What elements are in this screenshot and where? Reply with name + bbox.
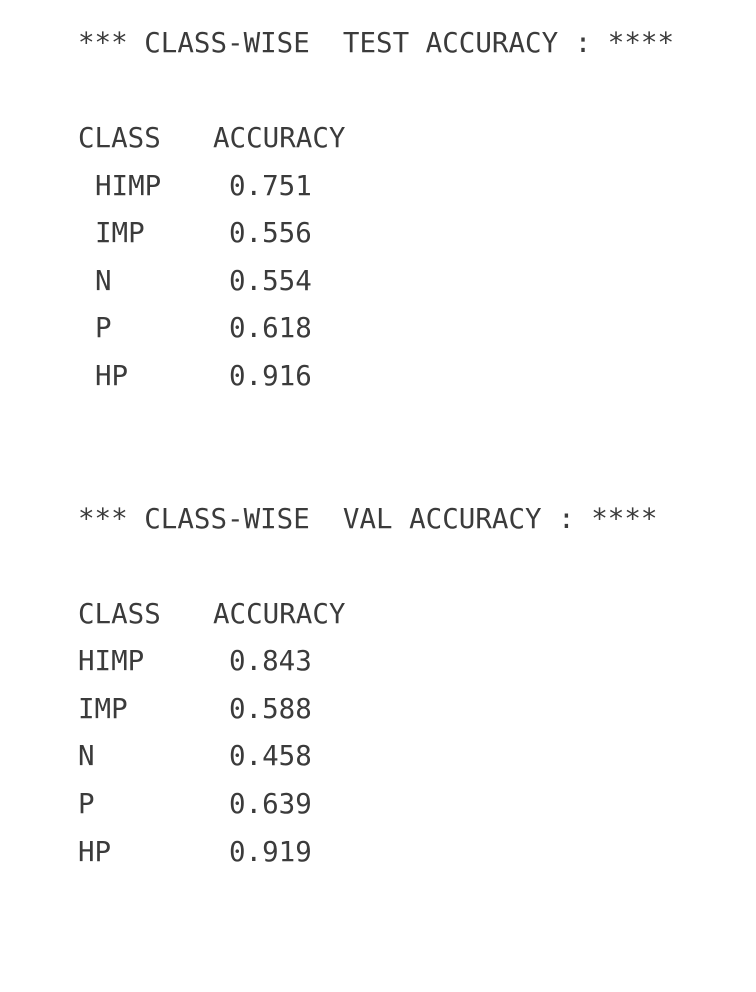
- test-row-class: P: [95, 312, 112, 344]
- accuracy-report: *** CLASS-WISE TEST ACCURACY : **** CLAS…: [78, 0, 674, 868]
- val-table-row: HIMP 0.843: [78, 641, 478, 681]
- test-row-class: IMP: [95, 217, 145, 249]
- val-row-class: HP: [78, 836, 112, 868]
- val-row-accuracy: 0.639: [229, 788, 312, 820]
- test-row-class: HIMP: [95, 170, 162, 202]
- val-class-column-header: CLASS: [78, 598, 161, 630]
- test-table-row: HIMP 0.751: [78, 166, 478, 206]
- val-table-header: CLASS ACCURACY: [78, 594, 478, 634]
- val-row-class: HIMP: [78, 645, 145, 677]
- test-row-class: N: [95, 265, 112, 297]
- test-row-accuracy: 0.556: [229, 217, 312, 249]
- test-table-row: IMP 0.556: [78, 213, 478, 253]
- test-row-accuracy: 0.751: [229, 170, 312, 202]
- val-row-accuracy: 0.588: [229, 693, 312, 725]
- val-row-accuracy: 0.919: [229, 836, 312, 868]
- test-accuracy-column-header: ACCURACY: [213, 122, 346, 154]
- test-table-row: HP 0.916: [78, 356, 478, 396]
- test-row-accuracy: 0.916: [229, 360, 312, 392]
- test-table-header: CLASS ACCURACY: [78, 118, 478, 158]
- test-row-accuracy: 0.618: [229, 312, 312, 344]
- val-accuracy-heading: *** CLASS-WISE VAL ACCURACY : ****: [78, 503, 658, 535]
- val-row-class: IMP: [78, 693, 128, 725]
- test-accuracy-heading: *** CLASS-WISE TEST ACCURACY : ****: [78, 27, 675, 59]
- val-row-class: P: [78, 788, 95, 820]
- test-row-class: HP: [95, 360, 129, 392]
- test-class-column-header: CLASS: [78, 122, 161, 154]
- val-table-row: P 0.639: [78, 784, 478, 824]
- val-row-class: N: [78, 740, 95, 772]
- val-row-accuracy: 0.843: [229, 645, 312, 677]
- test-row-accuracy: 0.554: [229, 265, 312, 297]
- test-table-row: P 0.618: [78, 308, 478, 348]
- val-row-accuracy: 0.458: [229, 740, 312, 772]
- val-table-row: HP 0.919: [78, 832, 478, 872]
- val-table-row: IMP 0.588: [78, 689, 478, 729]
- test-table-row: N 0.554: [78, 261, 478, 301]
- val-accuracy-column-header: ACCURACY: [213, 598, 346, 630]
- val-table-row: N 0.458: [78, 736, 478, 776]
